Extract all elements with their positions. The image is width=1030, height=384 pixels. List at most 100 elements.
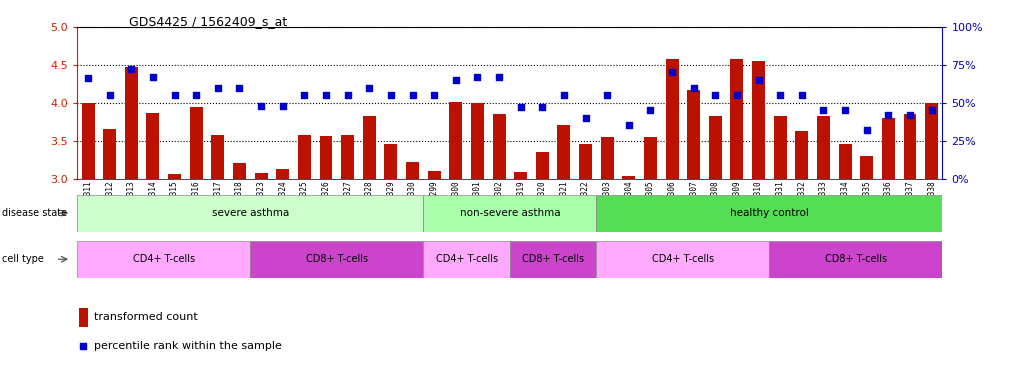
Point [296,92,312,98]
Bar [903,114,917,179]
Bar [254,173,268,179]
Bar [774,116,787,179]
Bar [77,195,423,232]
Point [317,92,334,98]
Text: non-severe asthma: non-severe asthma [459,208,560,218]
Bar [125,67,138,179]
Bar [168,174,181,179]
Point [771,92,788,98]
Text: disease state: disease state [2,208,67,218]
Bar [752,61,765,179]
Bar [769,241,942,278]
Bar [579,144,592,179]
Point [360,84,377,91]
Bar [406,162,419,179]
Bar [557,126,571,179]
Bar [536,152,549,179]
Bar [233,164,246,179]
Point [209,84,226,91]
Bar [709,116,722,179]
Bar [665,60,679,179]
Bar [644,137,657,179]
Bar [600,137,614,179]
Point [901,112,918,118]
Point [339,92,355,98]
Point [598,92,615,98]
Point [750,77,766,83]
Point [663,70,680,76]
Bar [730,60,744,179]
Text: CD8+ T-cells: CD8+ T-cells [522,254,584,264]
Bar [860,156,873,179]
Point [577,115,593,121]
Bar [471,103,484,179]
Point [166,92,183,98]
Point [880,112,896,118]
Point [815,107,831,113]
Bar [795,131,809,179]
Bar [363,116,376,179]
Bar [211,134,225,179]
Point [685,84,701,91]
Bar [514,172,527,179]
Bar [298,135,311,179]
Bar [510,241,596,278]
Point [643,107,659,113]
Text: cell type: cell type [2,254,44,264]
Text: percentile rank within the sample: percentile rank within the sample [94,341,281,351]
Point [793,92,810,98]
Point [75,343,92,349]
Point [252,103,269,109]
Point [620,122,637,129]
Bar [319,136,333,179]
Bar [423,195,596,232]
Bar [81,103,95,179]
Point [534,104,550,110]
Bar [103,129,116,179]
Bar [882,118,895,179]
Bar [596,195,942,232]
Bar [250,241,423,278]
Text: severe asthma: severe asthma [212,208,288,218]
Point [858,127,874,133]
Point [923,107,939,113]
Bar [276,169,289,179]
Bar [79,308,88,327]
Point [728,92,745,98]
Bar [384,144,398,179]
Point [101,92,117,98]
Bar [838,144,852,179]
Text: CD8+ T-cells: CD8+ T-cells [306,254,368,264]
Point [404,92,420,98]
Bar [622,176,636,179]
Point [425,92,442,98]
Point [556,92,573,98]
Bar [492,114,506,179]
Bar [341,134,354,179]
Text: GDS4425 / 1562409_s_at: GDS4425 / 1562409_s_at [129,15,287,28]
Point [490,74,507,80]
Point [231,84,247,91]
Point [469,74,485,80]
Point [144,74,161,80]
Text: CD4+ T-cells: CD4+ T-cells [652,254,714,264]
Bar [596,241,769,278]
Text: CD8+ T-cells: CD8+ T-cells [825,254,887,264]
Bar [146,113,160,179]
Bar [449,102,462,179]
Bar [925,103,938,179]
Point [274,103,290,109]
Point [447,77,464,83]
Point [382,92,399,98]
Bar [817,116,830,179]
Point [123,66,139,73]
Bar [427,171,441,179]
Bar [423,241,510,278]
Text: healthy control: healthy control [730,208,809,218]
Point [836,107,853,113]
Point [187,92,204,98]
Point [707,92,723,98]
Bar [687,90,700,179]
Point [79,75,97,81]
Text: CD4+ T-cells: CD4+ T-cells [436,254,497,264]
